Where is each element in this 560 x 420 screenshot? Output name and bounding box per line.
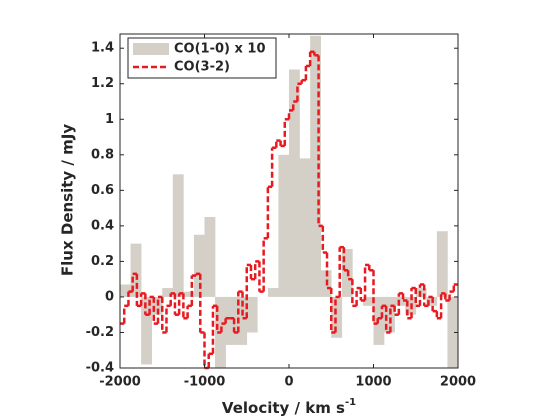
x-tick-label: 2000 (440, 375, 476, 390)
y-tick-label: 1.2 (91, 76, 114, 91)
hist-bar (162, 288, 174, 297)
hist-bar (278, 154, 290, 297)
legend-label: CO(1-0) x 10 (174, 42, 266, 57)
legend-swatch (133, 43, 169, 55)
y-tick-label: 1.4 (91, 41, 114, 56)
y-tick-label: 0.6 (91, 183, 114, 198)
x-label-sup: -1 (345, 397, 356, 408)
hist-bar (447, 296, 459, 368)
hist-bar (299, 158, 311, 297)
hist-bar (120, 284, 131, 297)
y-tick-label: 0.8 (91, 147, 114, 162)
hist-bar (362, 296, 374, 306)
hist-bar (183, 291, 195, 297)
x-axis-label: Velocity / km s-1 (222, 397, 356, 417)
hist-bar (267, 288, 279, 297)
hist-bar (310, 35, 321, 297)
x-tick-label: 0 (284, 375, 293, 390)
y-tick-label: 0 (105, 289, 114, 304)
hist-bar (193, 234, 205, 297)
y-tick-label: -0.4 (86, 361, 114, 376)
hist-bar (236, 296, 248, 345)
hist-bar (141, 296, 152, 365)
y-tick-label: -0.2 (86, 325, 114, 340)
legend-label: CO(3-2) (174, 60, 230, 75)
hist-bar (246, 296, 258, 333)
x-tick-label: -2000 (99, 375, 141, 390)
y-tick-label: 1 (105, 112, 114, 127)
y-axis-label: Flux Density / mJy (59, 124, 77, 276)
x-label-text: Velocity / km s (222, 399, 345, 417)
hist-bar (289, 69, 300, 297)
hist-bar (225, 296, 237, 345)
hist-bar (384, 296, 395, 333)
hist-bar (204, 216, 216, 297)
x-tick-label: -1000 (184, 375, 226, 390)
hist-bar (130, 243, 142, 297)
hist-bar (172, 174, 184, 297)
hist-bar (151, 296, 163, 315)
x-tick-label: 1000 (355, 375, 391, 390)
y-tick-label: 0.4 (91, 218, 114, 233)
hist-bar (331, 296, 343, 338)
y-tick-label: 0.2 (91, 254, 114, 269)
hist-bar (436, 231, 448, 297)
